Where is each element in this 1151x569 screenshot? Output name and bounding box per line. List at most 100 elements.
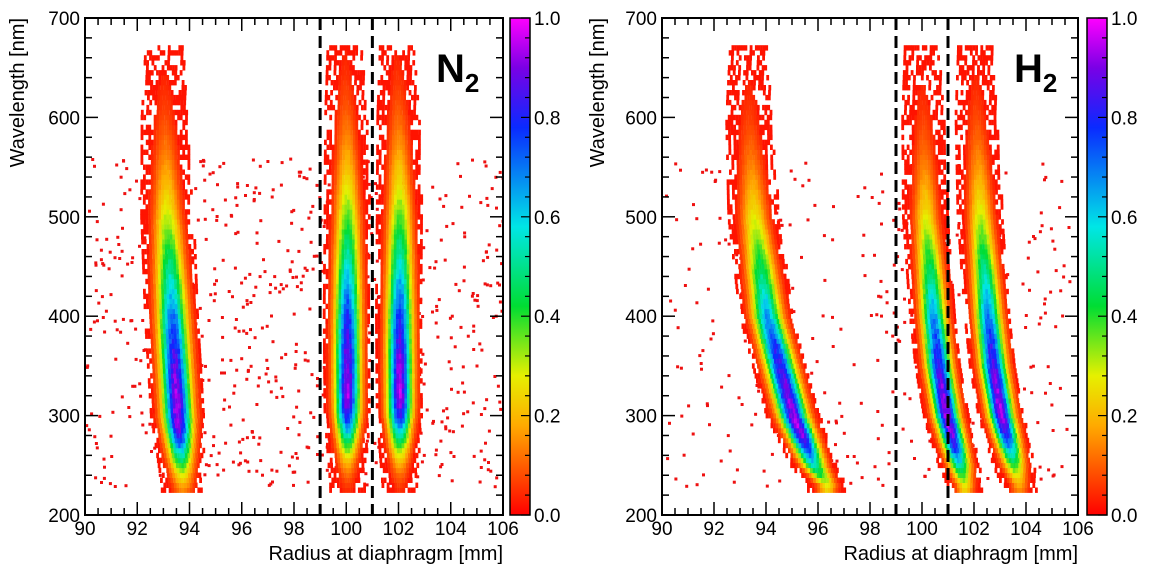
n2-bin [362,199,366,205]
n2-bin [398,353,402,359]
n2-bin [343,308,347,314]
n2-bin [141,254,145,260]
n2-bin [393,80,397,86]
n2-noise-pixel [425,229,429,233]
n2-bin [335,85,339,91]
n2-noise-pixel [294,363,298,367]
n2-bin [341,254,345,260]
n2-bin [349,60,353,66]
n2-bin [383,194,387,200]
n2-noise-pixel [453,345,457,349]
n2-noise-pixel [498,224,502,228]
n2-bin [166,348,170,354]
n2-bin [355,189,358,195]
n2-bin [416,462,420,469]
n2-bin [344,159,348,165]
n2-bin [168,368,171,374]
n2-bin [328,388,332,394]
n2-bin [386,413,389,419]
n2-bin [160,85,164,91]
n2-bin [397,149,400,155]
n2-bin [178,90,182,96]
n2-bin [399,229,402,235]
n2-bin [150,184,154,190]
n2-bin [381,452,385,459]
n2-bin [336,244,340,250]
n2-bin [389,119,393,126]
n2-bin [412,234,415,240]
n2-bin [397,154,400,160]
n2-noise-pixel [444,425,448,429]
n2-bin [344,129,348,136]
n2-bin [349,254,353,260]
n2-bin [329,169,332,175]
n2-bin [161,189,164,195]
n2-bin [344,368,347,374]
n2-bin [354,338,358,344]
n2-bin [161,149,165,155]
n2-bin [153,338,157,344]
n2-bin [181,462,184,469]
n2-bin [409,442,413,449]
n2-bin [396,403,400,409]
n2-bin [175,408,179,414]
n2-bin [195,418,198,424]
n2-bin [354,244,358,250]
n2-bin [348,308,352,314]
n2-bin [391,234,395,240]
n2-bin [340,85,344,91]
n2-bin [150,214,154,220]
n2-bin [178,373,182,379]
n2-bin [165,254,168,260]
n2-bin [351,298,355,305]
n2-bin [197,418,201,424]
n2-bin [195,437,199,444]
n2-bin [171,209,175,215]
n2-bin [158,144,162,150]
n2-bin [187,159,191,165]
n2-noise-pixel [295,275,298,279]
n2-bin [329,139,332,146]
n2-bin [195,393,199,399]
n2-bin [415,149,419,155]
n2-bin [328,308,331,314]
n2-noise-pixel [133,384,137,388]
n2-bin [401,298,405,305]
n2-bin [376,159,379,165]
n2-bin [162,254,166,260]
n2-noise-pixel [94,261,98,265]
n2-noise-pixel [212,444,215,448]
n2-bin [360,184,364,190]
n2-bin [412,254,415,260]
n2-bin [403,293,407,300]
n2-bin [169,169,172,175]
n2-bin [401,467,404,474]
n2-bin [185,298,188,305]
n2-bin [190,452,193,459]
n2-bin [161,298,165,305]
n2-bin [357,219,361,225]
n2-bin [391,418,395,424]
n2-bin [398,308,402,314]
n2-bin [346,313,350,319]
n2-bin [356,427,359,434]
n2-noise-pixel [256,384,260,388]
n2-bin [158,378,162,384]
n2-bin [165,85,169,91]
n2-bin [344,224,348,230]
n2-bin [180,303,183,310]
n2-bin [402,134,406,141]
n2-bin [359,328,363,334]
n2-bin [384,114,387,121]
n2-bin [357,343,360,349]
n2-bin [354,373,358,379]
n2-bin [414,273,418,280]
n2-bin [399,244,402,250]
n2-bin [391,55,395,61]
n2-bin [171,283,175,290]
n2-bin [394,224,397,230]
n2-bin [140,214,143,220]
n2-bin [189,328,192,334]
n2-bin [333,303,337,310]
n2-noise-pixel [142,349,146,352]
